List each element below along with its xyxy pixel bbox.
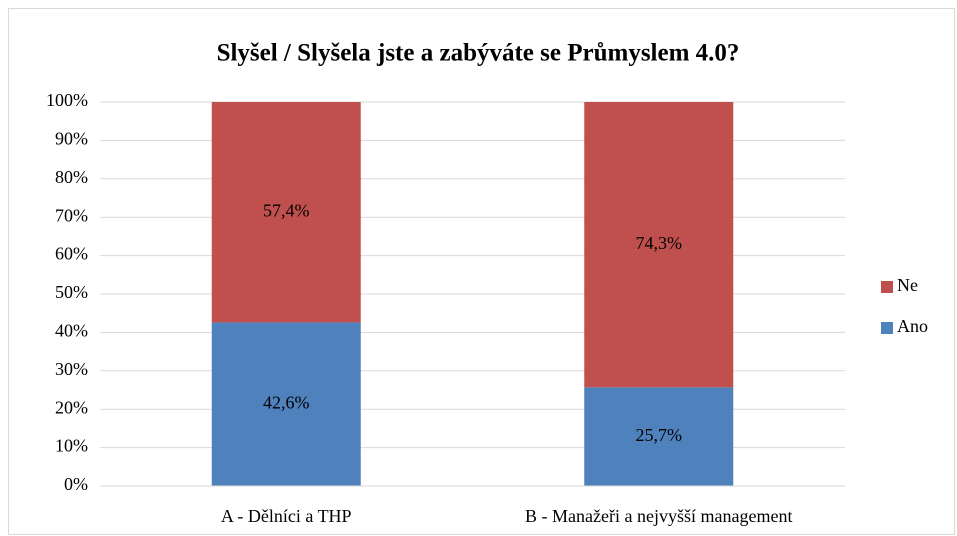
- y-tick-label: 50%: [55, 282, 88, 302]
- y-tick-label: 30%: [55, 359, 88, 379]
- legend-label: Ne: [897, 275, 918, 295]
- y-tick-label: 80%: [55, 167, 88, 187]
- bar-segment: [584, 102, 734, 388]
- y-tick-label: 20%: [55, 397, 88, 417]
- bar-segment: [211, 322, 361, 486]
- y-tick-label: 60%: [55, 244, 88, 264]
- legend-label: Ano: [897, 316, 928, 336]
- y-tick-label: 90%: [55, 129, 88, 149]
- chart-border: [8, 8, 955, 535]
- bar-segment: [211, 102, 361, 323]
- y-tick-label: 100%: [46, 90, 88, 110]
- x-tick-label: A - Dělníci a THP: [221, 506, 352, 526]
- x-tick-label: B - Manažeři a nejvyšší management: [525, 506, 792, 526]
- data-label: 25,7%: [636, 425, 683, 445]
- data-label: 42,6%: [263, 392, 310, 412]
- legend-swatch: [881, 281, 893, 293]
- y-tick-label: 0%: [64, 474, 88, 494]
- bar-segment: [584, 387, 734, 486]
- y-tick-label: 10%: [55, 436, 88, 456]
- y-tick-label: 40%: [55, 321, 88, 341]
- data-label: 57,4%: [263, 200, 310, 220]
- data-label: 74,3%: [636, 233, 683, 253]
- legend-swatch: [881, 322, 893, 334]
- chart-title: Slyšel / Slyšela jste a zabýváte se Prům…: [217, 40, 740, 67]
- y-tick-label: 70%: [55, 205, 88, 225]
